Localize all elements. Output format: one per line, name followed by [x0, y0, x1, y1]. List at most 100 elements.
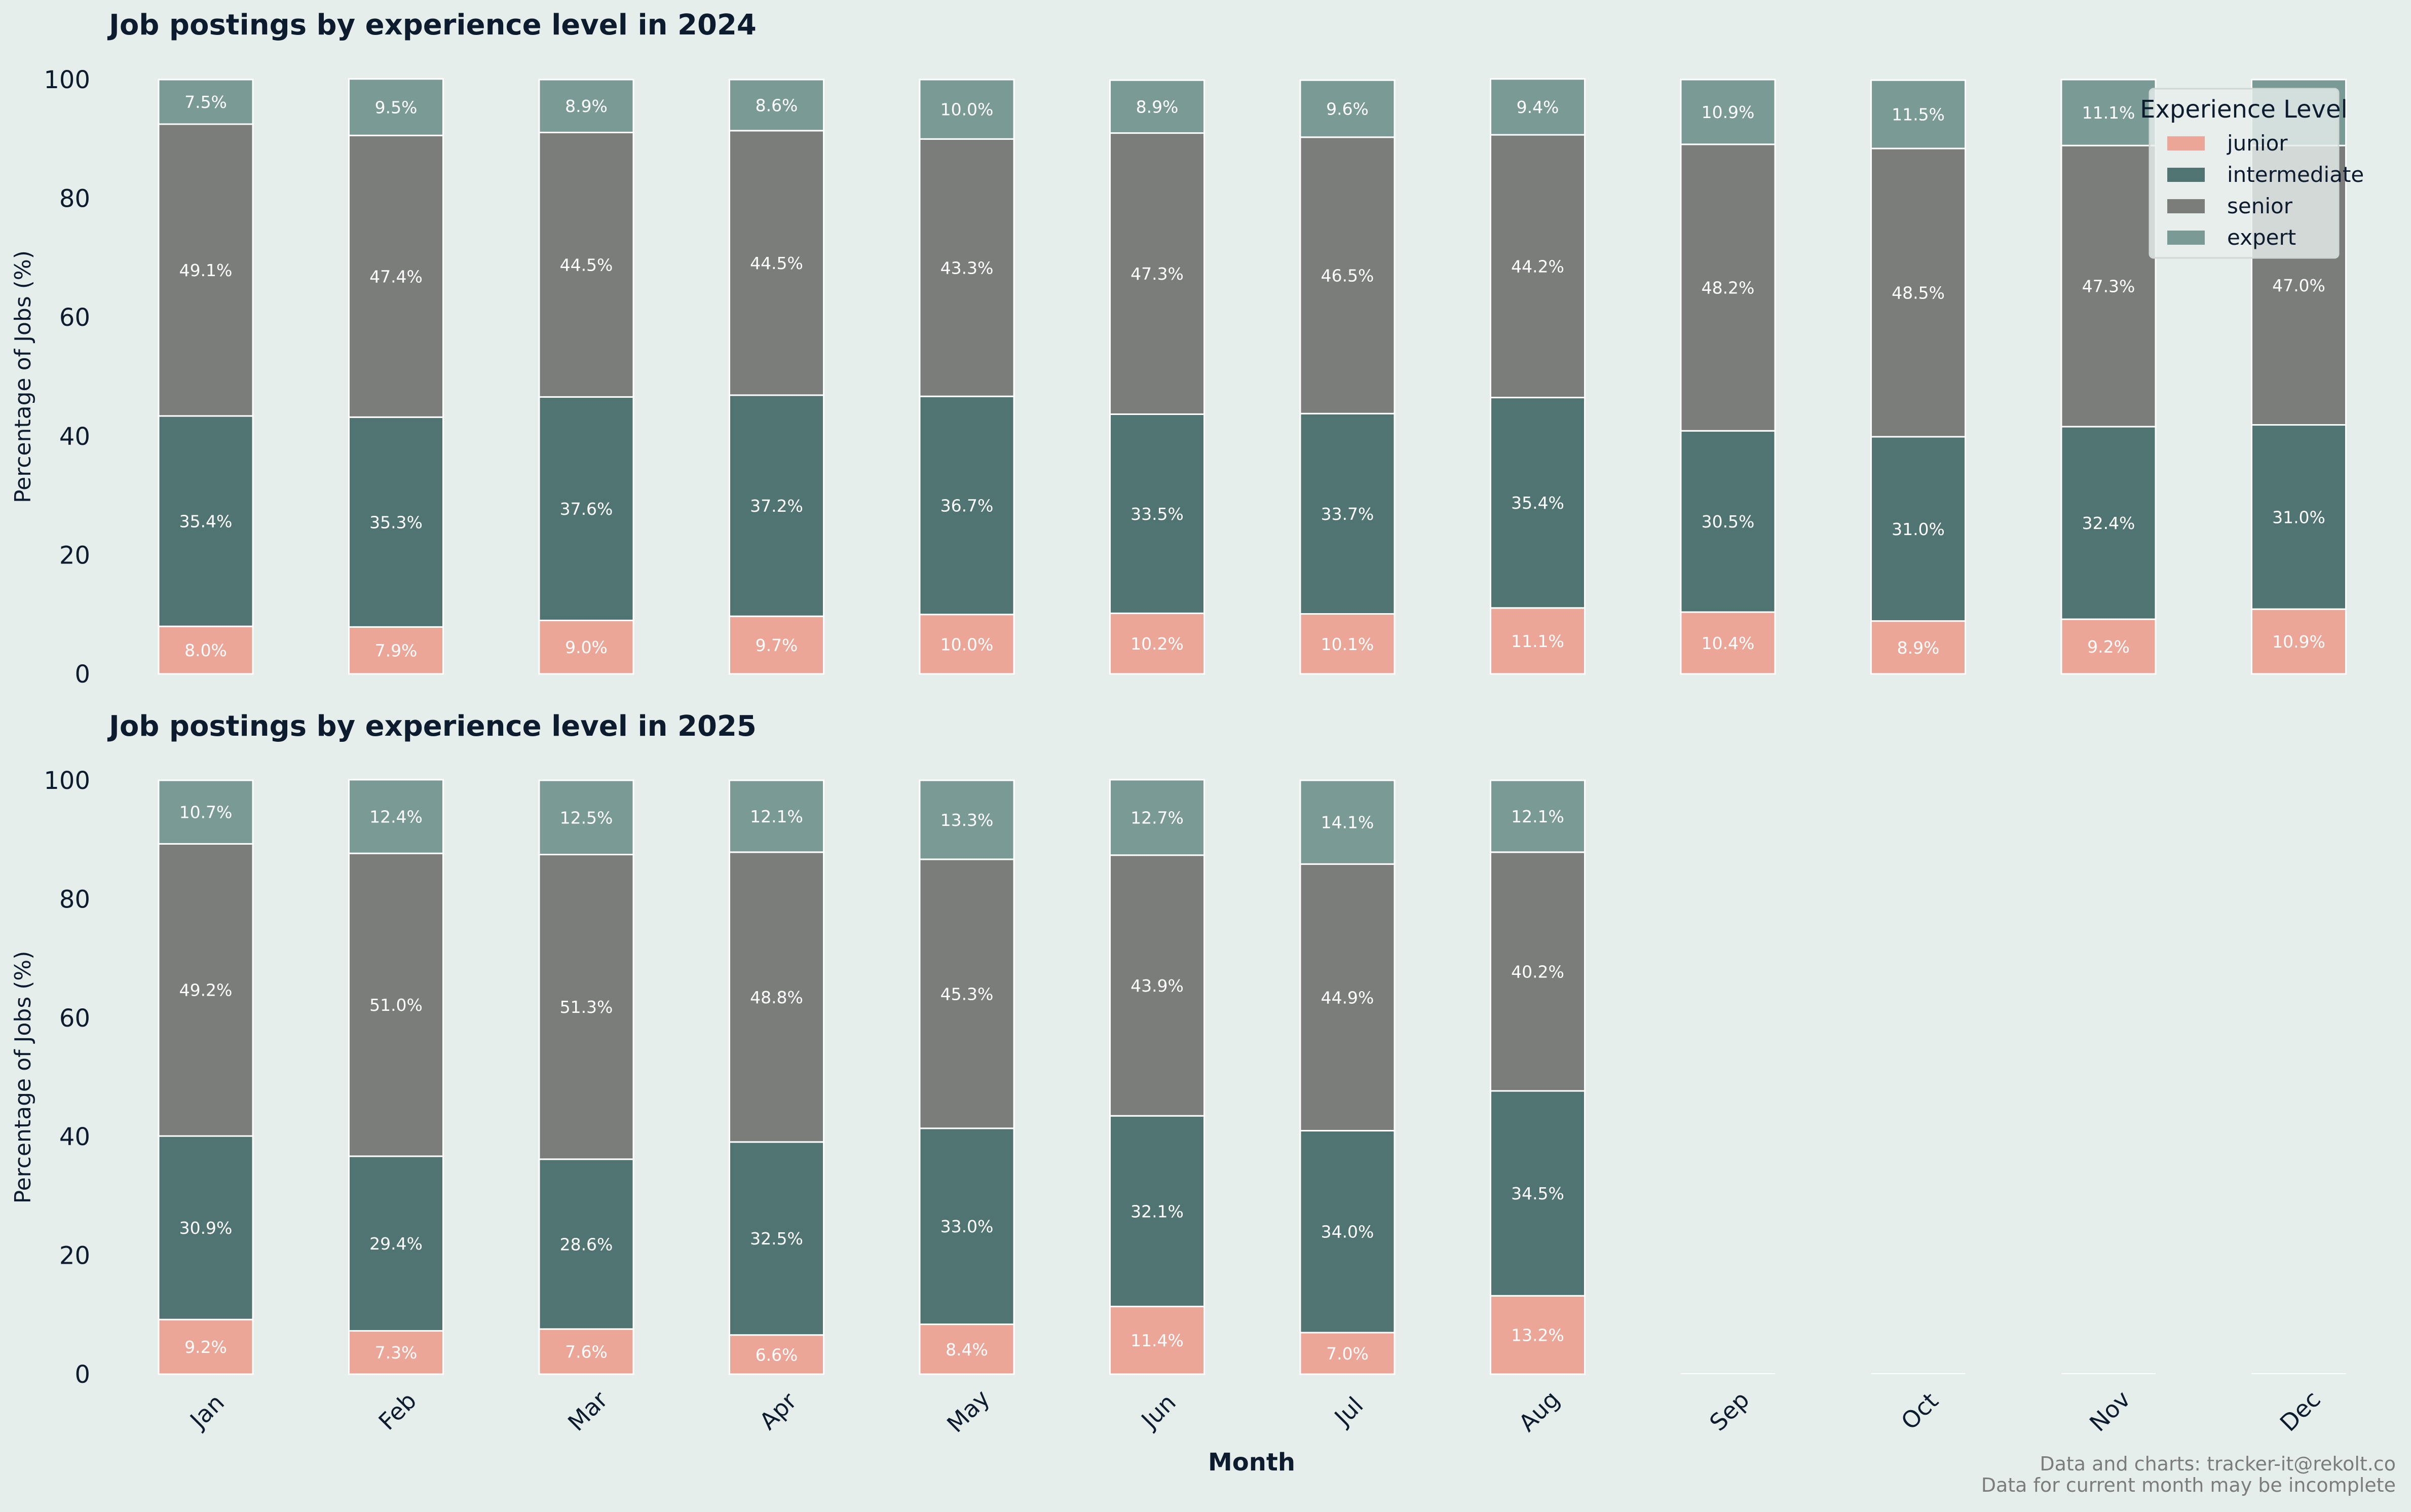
bar-intermediate-feb [348, 416, 444, 628]
bar-expert-mar [538, 779, 634, 855]
bar-senior-jun [1109, 132, 1205, 415]
data-label: 8.4% [946, 1340, 988, 1359]
data-label: 44.9% [1321, 988, 1374, 1007]
chart-title: Job postings by experience level in 2024 [107, 9, 757, 42]
data-label: 10.9% [1702, 102, 1755, 122]
data-label: 45.3% [940, 984, 994, 1004]
data-label: 10.1% [1321, 634, 1374, 654]
data-label: 33.5% [1131, 504, 1184, 524]
bar-senior-may [919, 858, 1015, 1129]
legend-swatch-intermediate [2167, 168, 2205, 182]
y-tick-label: 40 [59, 423, 90, 451]
bar-senior-aug [1490, 134, 1586, 399]
data-label: 9.2% [2087, 637, 2130, 657]
data-label: 8.9% [565, 96, 608, 116]
y-tick-label: 60 [59, 1004, 90, 1033]
bar-empty-sep [1681, 1373, 1775, 1374]
data-label: 43.9% [1131, 976, 1184, 996]
data-label: 9.2% [184, 1337, 227, 1357]
bar-intermediate-jan [158, 415, 254, 627]
bar-expert-mar [538, 79, 634, 133]
bar-expert-aug [1490, 78, 1586, 136]
data-label: 29.4% [369, 1234, 423, 1254]
data-label: 30.9% [179, 1218, 233, 1238]
data-label: 51.3% [560, 997, 613, 1017]
bar-junior-aug [1490, 607, 1586, 675]
bar-senior-jul [1299, 863, 1396, 1131]
bar-senior-apr [729, 130, 824, 396]
data-label: 9.7% [756, 635, 798, 655]
data-label: 9.0% [565, 637, 608, 657]
data-label: 12.1% [750, 807, 803, 826]
data-label: 7.0% [1326, 1344, 1369, 1364]
footer-credit: Data and charts: tracker-it@rekolt.co [2040, 1453, 2396, 1475]
bar-junior-jan [158, 625, 254, 675]
data-label: 10.7% [179, 803, 233, 822]
data-label: 6.6% [756, 1345, 798, 1365]
bar-intermediate-aug [1490, 397, 1586, 609]
legend: Experience Level junior intermediate senior… [2140, 88, 2364, 259]
data-label: 44.5% [560, 255, 613, 275]
data-label: 32.1% [1131, 1201, 1184, 1221]
data-label: 12.5% [560, 808, 613, 827]
bar-junior-aug [1490, 1295, 1586, 1375]
bar-expert-sep [1680, 79, 1776, 145]
bar-junior-apr [729, 615, 824, 675]
data-label: 47.0% [2272, 276, 2325, 295]
legend-title: Experience Level [2140, 95, 2348, 124]
bar-intermediate-jun [1109, 413, 1205, 614]
bar-senior-may [919, 138, 1015, 397]
y-axis-label: Percentage of Jobs (%) [10, 250, 36, 503]
data-label: 13.2% [1511, 1326, 1564, 1345]
data-label: 13.3% [940, 810, 994, 830]
data-label: 47.3% [1131, 264, 1184, 284]
bar-intermediate-feb [348, 1155, 444, 1332]
bar-intermediate-jul [1299, 1129, 1396, 1334]
data-label: 31.0% [2272, 507, 2325, 527]
data-label: 36.7% [940, 496, 994, 515]
legend-label-junior: junior [2227, 131, 2288, 156]
y-axis-label: Percentage of Jobs (%) [10, 951, 36, 1204]
data-label: 49.2% [179, 980, 233, 1000]
data-label: 8.9% [1136, 97, 1179, 117]
bar-junior-apr [729, 1334, 824, 1375]
data-label: 48.5% [1892, 283, 1945, 303]
legend-label-expert: expert [2227, 225, 2296, 250]
data-label: 47.4% [369, 267, 423, 286]
data-label: 7.6% [565, 1342, 608, 1362]
data-label: 35.4% [1511, 493, 1564, 513]
y-tick-label: 20 [59, 541, 90, 570]
data-label: 10.9% [2272, 632, 2325, 652]
bar-senior-aug [1490, 851, 1586, 1092]
footer-note: Data for current month may be incomplete [1981, 1474, 2396, 1496]
data-label: 8.9% [1897, 638, 1940, 658]
bar-expert-feb [348, 779, 444, 854]
bar-intermediate-may [919, 1127, 1015, 1326]
data-label: 34.5% [1511, 1184, 1564, 1203]
bar-expert-may [919, 779, 1015, 860]
data-label: 48.2% [1702, 278, 1755, 298]
bar-expert-jan [158, 79, 254, 125]
x-axis-label: Month [1208, 1448, 1295, 1477]
data-label: 47.3% [2082, 277, 2135, 296]
bar-intermediate-mar [538, 396, 634, 621]
legend-swatch-junior [2167, 136, 2205, 150]
y-tick-label: 80 [59, 185, 90, 213]
bar-intermediate-nov [2060, 426, 2157, 620]
bar-senior-sep [1680, 143, 1776, 432]
bar-senior-nov [2060, 144, 2157, 428]
bar-expert-jun [1109, 779, 1205, 856]
bar-intermediate-apr [729, 394, 824, 617]
data-label: 37.2% [750, 496, 803, 516]
data-label: 35.3% [369, 512, 423, 532]
data-label: 10.0% [940, 100, 994, 120]
chart-panel-2: Job postings by experience level in 2025… [10, 710, 2346, 1477]
bar-junior-jan [158, 1318, 254, 1375]
bar-senior-oct [1870, 147, 1966, 438]
bar-intermediate-may [919, 395, 1015, 616]
data-label: 40.2% [1511, 962, 1564, 981]
y-tick-label: 80 [59, 885, 90, 914]
bar-empty-dec [2251, 1373, 2346, 1374]
bar-senior-feb [348, 134, 444, 418]
bar-junior-may [919, 614, 1015, 675]
